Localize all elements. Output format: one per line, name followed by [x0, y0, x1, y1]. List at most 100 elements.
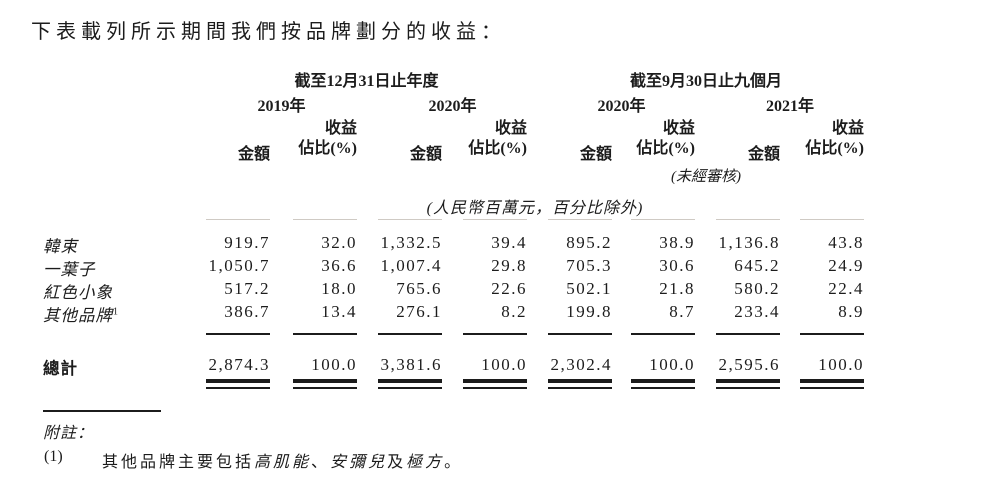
column-header-share: 收益 佔比(%)	[427, 119, 527, 159]
table-cell: 1,050.7	[208, 256, 270, 275]
footnote-brand-name: 極方	[406, 454, 445, 471]
units-note: (人民幣百萬元，百分比除外)	[426, 200, 644, 217]
column-total-double-rule	[463, 379, 527, 389]
column-header-amount: 金額	[579, 146, 612, 163]
period-header-nine-months: 截至9月30日止九個月	[629, 73, 782, 90]
table-cell: 13.4	[321, 302, 357, 321]
column-top-rule	[378, 219, 442, 220]
share-header-line1: 收益	[662, 120, 695, 137]
table-cell: 233.4	[734, 302, 780, 321]
table-cell: 38.9	[659, 233, 695, 252]
brand-name: 韓束	[43, 237, 78, 256]
share-header-line1: 收益	[831, 120, 864, 137]
column-total-double-rule	[293, 379, 357, 389]
column-header-share: 收益 佔比(%)	[764, 119, 864, 159]
table-cell: 199.8	[566, 302, 612, 321]
table-cell: 21.8	[659, 279, 695, 298]
column-total-double-rule	[548, 379, 612, 389]
column-top-rule	[800, 219, 864, 220]
column-subtotal-rule	[293, 333, 357, 335]
column-subtotal-rule	[548, 333, 612, 335]
share-header-line2: 佔比(%)	[805, 140, 864, 157]
share-header-line2: 佔比(%)	[636, 140, 695, 157]
column-header-amount: 金額	[747, 146, 780, 163]
share-header-line1: 收益	[324, 120, 357, 137]
table-cell: 386.7	[224, 302, 270, 321]
total-cell: 100.0	[649, 355, 695, 374]
table-cell: 895.2	[566, 233, 612, 252]
column-total-double-rule	[800, 379, 864, 389]
brand-name: 一葉子	[43, 260, 96, 279]
year-header-2021-9m: 2021年	[765, 98, 814, 115]
table-cell: 22.6	[491, 279, 527, 298]
table-cell: 39.4	[491, 233, 527, 252]
footnotes-heading: 附註：	[43, 425, 95, 442]
table-cell: 8.2	[501, 302, 527, 321]
brand-row-label: 一葉子	[43, 256, 96, 280]
column-top-rule	[463, 219, 527, 220]
total-cell: 2,595.6	[718, 355, 780, 374]
brand-row-label: 其他品牌1	[43, 302, 118, 326]
table-cell: 24.9	[828, 256, 864, 275]
table-cell: 645.2	[734, 256, 780, 275]
column-top-rule	[716, 219, 780, 220]
year-header-2019: 2019年	[257, 98, 306, 115]
total-cell: 100.0	[818, 355, 864, 374]
footnote-text: 其他品牌主要包括高肌能、安彌兒及極方。	[102, 448, 463, 472]
column-total-double-rule	[378, 379, 442, 389]
share-header-line1: 收益	[494, 120, 527, 137]
column-subtotal-rule	[716, 333, 780, 335]
column-subtotal-rule	[800, 333, 864, 335]
footnote-segment: 及	[387, 454, 407, 471]
table-cell: 1,136.8	[718, 233, 780, 252]
table-cell: 276.1	[396, 302, 442, 321]
period-header-year-ended: 截至12月31日止年度	[294, 73, 439, 90]
column-top-rule	[206, 219, 270, 220]
table-cell: 502.1	[566, 279, 612, 298]
column-header-amount: 金額	[237, 146, 270, 163]
column-header-share: 收益 佔比(%)	[595, 119, 695, 159]
table-cell: 919.7	[224, 233, 270, 252]
footnote-segment: 其他品牌主要包括	[102, 454, 255, 471]
table-cell: 30.6	[659, 256, 695, 275]
footnote-segment: 、	[311, 454, 331, 471]
table-cell: 1,007.4	[380, 256, 442, 275]
total-cell: 100.0	[481, 355, 527, 374]
table-cell: 517.2	[224, 279, 270, 298]
footnote-separator-rule	[43, 410, 161, 412]
unaudited-note: (未經審核)	[671, 169, 741, 185]
intro-text: 下表載列所示期間我們按品牌劃分的收益：	[31, 21, 506, 43]
table-cell: 705.3	[566, 256, 612, 275]
table-cell: 8.7	[669, 302, 695, 321]
table-cell: 765.6	[396, 279, 442, 298]
table-cell: 8.9	[838, 302, 864, 321]
brand-row-label: 韓束	[43, 233, 78, 257]
brand-row-label: 紅色小象	[43, 279, 113, 303]
footnote-ref: 1	[113, 306, 118, 318]
column-top-rule	[548, 219, 612, 220]
total-row-label: 總計	[43, 359, 78, 378]
column-subtotal-rule	[378, 333, 442, 335]
column-total-double-rule	[206, 379, 270, 389]
total-cell: 100.0	[311, 355, 357, 374]
year-header-2020fy: 2020年	[428, 98, 477, 115]
footnote-brand-name: 高肌能	[254, 454, 312, 471]
footnote-segment: 。	[444, 454, 464, 471]
table-cell: 32.0	[321, 233, 357, 252]
column-subtotal-rule	[463, 333, 527, 335]
column-total-double-rule	[716, 379, 780, 389]
brand-name: 其他品牌	[43, 306, 113, 325]
column-top-rule	[631, 219, 695, 220]
total-cell: 3,381.6	[380, 355, 442, 374]
column-total-double-rule	[631, 379, 695, 389]
brand-name: 紅色小象	[43, 283, 113, 302]
share-header-line2: 佔比(%)	[298, 140, 357, 157]
footnote-marker: (1)	[44, 448, 63, 465]
total-cell: 2,874.3	[208, 355, 270, 374]
table-cell: 36.6	[321, 256, 357, 275]
table-cell: 22.4	[828, 279, 864, 298]
column-top-rule	[293, 219, 357, 220]
total-cell: 2,302.4	[550, 355, 612, 374]
table-cell: 29.8	[491, 256, 527, 275]
